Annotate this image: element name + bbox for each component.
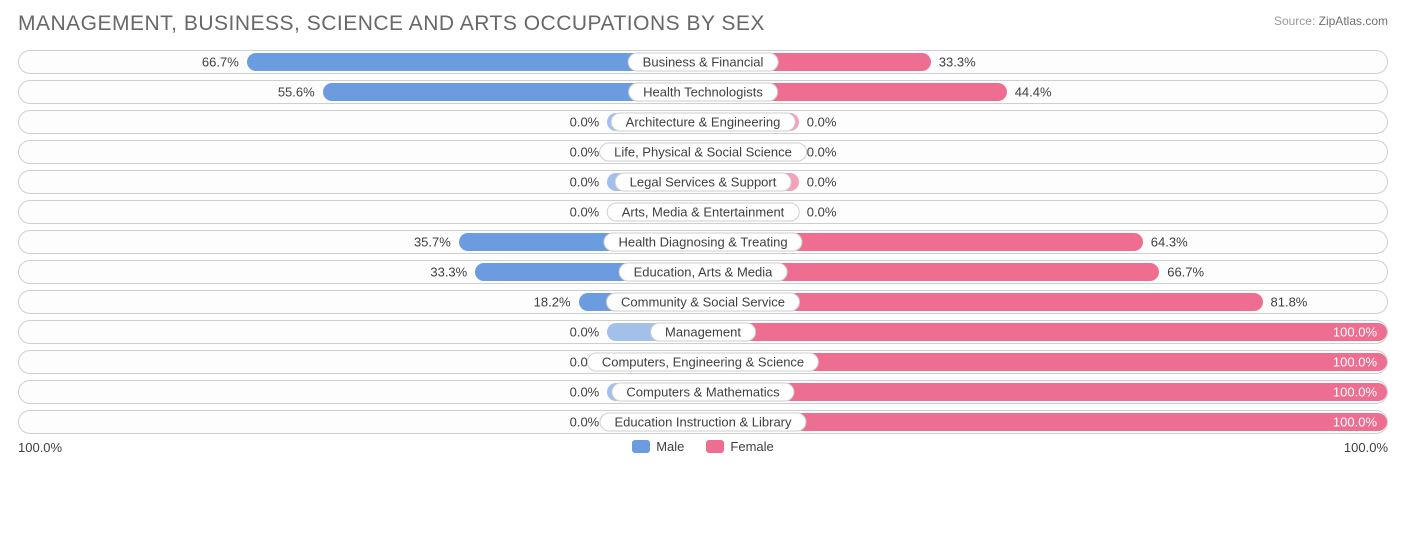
legend-label-female: Female [730, 439, 773, 454]
chart-row: 0.0% 0.0%Life, Physical & Social Science [18, 140, 1388, 164]
legend-swatch-male [632, 440, 650, 453]
chart-row: 0.0% 0.0% Architecture & Engineering [18, 110, 1388, 134]
female-bar [703, 383, 1387, 401]
legend-item-male: Male [632, 439, 684, 454]
male-value-label: 0.0% [570, 415, 600, 430]
category-label: Business & Financial [628, 53, 779, 72]
female-value-label: 0.0% [807, 205, 837, 220]
axis-right-label: 100.0% [1344, 440, 1388, 455]
male-value-label: 0.0% [570, 175, 600, 190]
male-value-label: 66.7% [202, 55, 239, 70]
category-label: Life, Physical & Social Science [599, 143, 807, 162]
chart-row: 0.0% 0.0% Arts, Media & Entertainment [18, 200, 1388, 224]
female-value-label: 100.0% [1333, 325, 1377, 340]
chart-legend: Male Female [18, 439, 1388, 454]
male-value-label: 35.7% [414, 235, 451, 250]
male-value-label: 0.0% [570, 115, 600, 130]
chart-row: 0.0% 100.0% Education Instruction & Librar… [18, 410, 1388, 434]
source-label: Source: [1274, 14, 1315, 28]
female-value-label: 100.0% [1333, 355, 1377, 370]
category-label: Arts, Media & Entertainment [607, 203, 800, 222]
male-value-label: 0.0% [570, 325, 600, 340]
category-label: Education Instruction & Library [599, 413, 806, 432]
chart-row: 0.0% 100.0% Computers & Mathematics [18, 380, 1388, 404]
category-label: Community & Social Service [606, 293, 800, 312]
male-value-label: 0.0% [570, 385, 600, 400]
chart-rows: 66.7% 33.3% Business & Financial 55.6% 44.4%… [18, 50, 1388, 434]
chart-row: 0.0%100.0%Computers, Engineering & Scien… [18, 350, 1388, 374]
female-value-label: 100.0% [1333, 415, 1377, 430]
legend-label-male: Male [656, 439, 684, 454]
female-value-label: 44.4% [1015, 85, 1052, 100]
male-value-label: 55.6% [278, 85, 315, 100]
chart-title: MANAGEMENT, BUSINESS, SCIENCE AND ARTS O… [18, 12, 765, 36]
chart-header: MANAGEMENT, BUSINESS, SCIENCE AND ARTS O… [18, 12, 1388, 36]
male-value-label: 33.3% [430, 265, 467, 280]
category-label: Health Technologists [628, 83, 778, 102]
category-label: Health Diagnosing & Treating [603, 233, 802, 252]
category-label: Education, Arts & Media [619, 263, 788, 282]
category-label: Computers, Engineering & Science [587, 353, 819, 372]
female-value-label: 66.7% [1167, 265, 1204, 280]
source-value: ZipAtlas.com [1319, 14, 1388, 28]
female-value-label: 33.3% [939, 55, 976, 70]
male-value-label: 18.2% [534, 295, 571, 310]
category-label: Management [650, 323, 756, 342]
male-value-label: 0.0% [570, 145, 600, 160]
female-value-label: 0.0% [807, 115, 837, 130]
chart-row: 0.0% 100.0% Management [18, 320, 1388, 344]
chart-row: 18.2% 81.8% Community & Social Service [18, 290, 1388, 314]
female-value-label: 0.0% [807, 145, 837, 160]
female-bar [703, 323, 1387, 341]
category-label: Computers & Mathematics [611, 383, 794, 402]
legend-item-female: Female [706, 439, 773, 454]
category-label: Architecture & Engineering [611, 113, 796, 132]
female-value-label: 100.0% [1333, 385, 1377, 400]
chart-row: 33.3% 66.7% Education, Arts & Media [18, 260, 1388, 284]
legend-swatch-female [706, 440, 724, 453]
chart-row: 35.7% 64.3% Health Diagnosing & Treating [18, 230, 1388, 254]
category-label: Legal Services & Support [615, 173, 792, 192]
male-value-label: 0.0% [570, 205, 600, 220]
chart-row: 55.6% 44.4% Health Technologists [18, 80, 1388, 104]
chart-source: Source: ZipAtlas.com [1274, 14, 1388, 28]
chart-row: 66.7% 33.3% Business & Financial [18, 50, 1388, 74]
female-value-label: 81.8% [1271, 295, 1308, 310]
axis-left-label: 100.0% [18, 440, 62, 455]
female-value-label: 64.3% [1151, 235, 1188, 250]
female-value-label: 0.0% [807, 175, 837, 190]
chart-row: 0.0% 0.0% Legal Services & Support [18, 170, 1388, 194]
